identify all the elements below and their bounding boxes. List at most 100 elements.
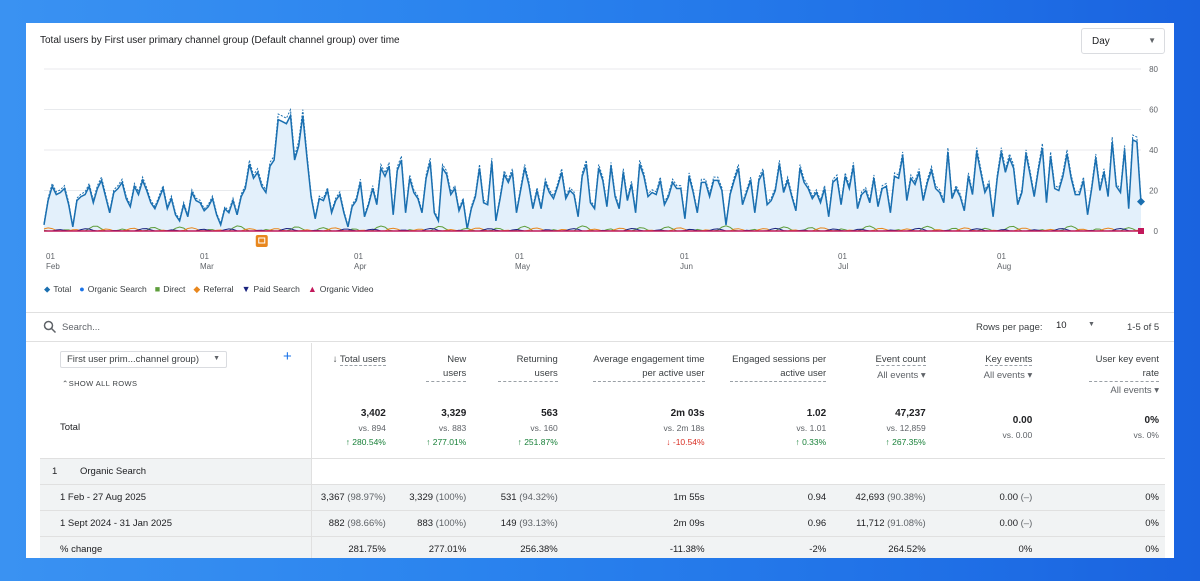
x-tick-day: 01 <box>46 252 55 261</box>
cell-value: 0.00 <box>999 517 1019 529</box>
legend-item[interactable]: ▼ Paid Search <box>242 284 300 294</box>
col-avg-engagement[interactable]: Average engagement time per active user <box>564 343 711 398</box>
chart-legend: ⬥ Total ● Organic Search ■ Direct ◆ Referral ▼ Pa… <box>44 284 373 294</box>
group-label: Organic Search <box>80 465 147 477</box>
series-line-compare <box>43 107 1142 228</box>
cell-share: (–) <box>1020 517 1033 529</box>
col-new-users[interactable]: New users <box>392 343 472 398</box>
cell-value: 3,367 <box>320 491 345 503</box>
x-tick-day: 01 <box>200 252 209 261</box>
chevron-down-icon: ▼ <box>213 355 220 362</box>
compare-value: vs. 894 <box>358 423 386 434</box>
cell-share: (100%) <box>435 517 467 529</box>
event-filter-label: All events <box>1110 385 1152 396</box>
table-row[interactable]: % change 281.75% 277.01% 256.38% -11.38%… <box>40 536 1165 558</box>
cell-value: 0% <box>1145 491 1159 503</box>
cell: 281.75% <box>311 536 391 558</box>
cell: 256.38% <box>472 536 563 558</box>
row-label: % change <box>40 536 312 558</box>
cell-share: (98.97%) <box>347 491 386 503</box>
event-filter[interactable]: All events ▾ <box>983 370 1033 381</box>
col-engaged-sessions[interactable]: Engaged sessions per active user <box>711 343 833 398</box>
cell-value: 2m 09s <box>673 517 705 529</box>
total-value: 2m 03s <box>670 408 705 420</box>
x-tick-day: 01 <box>680 252 689 261</box>
add-dimension-button[interactable]: + <box>283 348 292 365</box>
cell-share: (98.66%) <box>347 517 386 529</box>
cell-value: 256.38% <box>520 543 558 555</box>
cell-value: -2% <box>809 543 827 555</box>
x-tick-day: 01 <box>997 252 1006 261</box>
table-header-row: First user prim...channel group) ▼ + ⌃SH… <box>40 343 1165 398</box>
legend-item[interactable]: ⬥ Total <box>44 284 71 294</box>
dimension-select[interactable]: First user prim...channel group) ▼ <box>60 351 227 368</box>
legend-label: Direct <box>163 284 186 294</box>
event-filter[interactable]: All events ▾ <box>877 370 926 381</box>
cell: 264.52% <box>832 536 932 558</box>
video-end-marker <box>1138 228 1144 234</box>
cell-value: 11,712 <box>856 517 885 529</box>
line-chart[interactable]: 80604020001Feb01Mar01Apr01May01Jun01Jul0… <box>26 53 1174 283</box>
col-total-users[interactable]: ↓ Total users <box>311 343 391 398</box>
col-label: Average engagement time per active user <box>592 353 705 382</box>
y-tick-label: 20 <box>1149 187 1158 196</box>
total-cell: 0.00 vs. 0.00 <box>932 398 1039 458</box>
search-input[interactable] <box>62 318 462 336</box>
total-cell: 3,402 vs. 894 ↑ 280.54% <box>311 398 391 458</box>
cell: -11.38% <box>564 536 711 558</box>
rows-per-page-select[interactable]: 10 ▼ <box>1056 320 1100 331</box>
change-value: ↑ 251.87% <box>517 437 558 448</box>
table-row[interactable]: 1 Sept 2024 - 31 Jan 2025 882 (98.66%) 8… <box>40 510 1165 536</box>
cell-value: 264.52% <box>888 543 926 555</box>
cell: 0% <box>932 536 1039 558</box>
legend-item[interactable]: ▲ Organic Video <box>308 284 374 294</box>
cell: 3,367 (98.97%) <box>311 484 391 510</box>
compare-value: vs. 0% <box>1133 430 1159 441</box>
cell-share: (94.32%) <box>519 491 558 503</box>
annotation-icon-glyph <box>258 237 266 244</box>
table-row[interactable]: 1 Feb - 27 Aug 2025 3,367 (98.97%) 3,329… <box>40 484 1165 510</box>
legend-item[interactable]: ■ Direct <box>155 284 186 294</box>
group-row[interactable]: 1 Organic Search <box>40 458 1165 484</box>
total-value: 3,402 <box>360 408 386 420</box>
cell: 882 (98.66%) <box>311 510 391 536</box>
total-end-marker <box>1137 197 1145 206</box>
x-tick-month: Jul <box>838 262 848 271</box>
col-user-key-event-rate[interactable]: User key event rate All events ▾ <box>1038 343 1165 398</box>
series-line-total <box>43 112 1142 230</box>
compare-value: vs. 0.00 <box>1002 430 1033 441</box>
x-tick-day: 01 <box>838 252 847 261</box>
cell: 149 (93.13%) <box>472 510 563 536</box>
col-event-count[interactable]: Event count All events ▾ <box>832 343 932 398</box>
chart-title: Total users by First user primary channe… <box>40 35 400 46</box>
rows-per-page-value: 10 <box>1056 320 1067 331</box>
cell-share: (91.08%) <box>887 517 926 529</box>
event-filter[interactable]: All events ▾ <box>1110 385 1159 396</box>
total-label: Total <box>40 398 312 458</box>
triangle-down-icon: ▼ <box>241 283 251 294</box>
dimension-label: First user prim...channel group) <box>67 354 199 365</box>
cell: 0.96 <box>711 510 833 536</box>
show-all-rows-label: SHOW ALL ROWS <box>68 379 138 388</box>
col-returning-users[interactable]: Returning users <box>472 343 563 398</box>
legend-label: Total <box>53 284 72 294</box>
search-icon[interactable] <box>43 320 57 334</box>
cell: 1m 55s <box>564 484 711 510</box>
row-label: 1 Feb - 27 Aug 2025 <box>40 484 312 510</box>
sort-arrow-icon: ↓ <box>332 354 338 365</box>
col-label: User key event rate <box>1089 353 1159 382</box>
col-key-events[interactable]: Key events All events ▾ <box>932 343 1039 398</box>
square-icon: ■ <box>154 283 161 294</box>
y-tick-label: 40 <box>1149 146 1158 155</box>
cell: 531 (94.32%) <box>472 484 563 510</box>
row-label: 1 Sept 2024 - 31 Jan 2025 <box>40 510 312 536</box>
cell: 883 (100%) <box>392 510 472 536</box>
cell-value: 0% <box>1018 543 1033 555</box>
legend-label: Organic Video <box>319 284 374 294</box>
legend-item[interactable]: ◆ Referral <box>193 284 233 294</box>
y-tick-label: 0 <box>1154 227 1159 236</box>
granularity-select[interactable]: Day ▼ <box>1081 28 1165 54</box>
total-cell: 563 vs. 160 ↑ 251.87% <box>472 398 563 458</box>
legend-item[interactable]: ● Organic Search <box>79 284 147 294</box>
show-all-rows-button[interactable]: ⌃SHOW ALL ROWS <box>62 379 138 388</box>
